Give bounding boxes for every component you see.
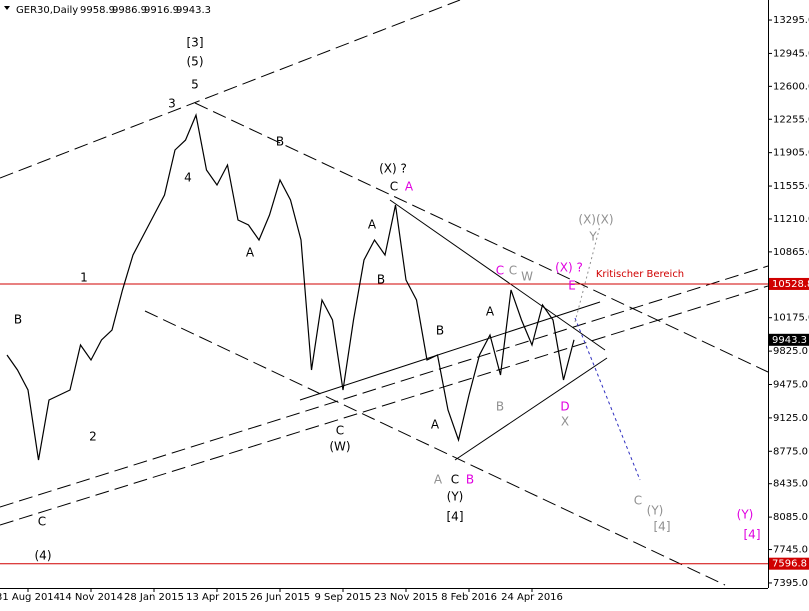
wave-label: A (246, 246, 255, 260)
zone-label: Kritischer Bereich (596, 269, 684, 280)
wave-label: W (521, 270, 533, 284)
x-tick-label: 24 Apr 2016 (501, 592, 563, 603)
wave-label: (X)(X) (578, 213, 613, 227)
wave-label: B (466, 473, 474, 487)
x-tick-label: 26 Jun 2015 (250, 592, 310, 603)
wave-label: (Y) (447, 490, 464, 504)
wave-label: E (568, 279, 576, 293)
wave-label: 5 (191, 78, 199, 92)
trend-line (389, 199, 606, 351)
ohlc-value: 9943.3 (176, 5, 211, 16)
wave-label: B (496, 400, 504, 414)
wave-label: 2 (89, 430, 97, 444)
header-icon (4, 6, 10, 10)
wave-label: (W) (329, 440, 350, 454)
projection-line (574, 317, 641, 481)
wave-label: B (276, 135, 284, 149)
wave-label: (5) (187, 55, 204, 69)
wave-label: B (377, 273, 385, 287)
y-tick-label: 12255.0 (773, 114, 809, 125)
wave-label: C (390, 180, 398, 194)
y-tick-label: 7745.0 (773, 545, 808, 556)
projection-line (574, 225, 601, 323)
ohlc-value: 9916.9 (144, 5, 179, 16)
price-line (6, 113, 575, 461)
level-label: 10528.8 (772, 279, 809, 290)
wave-label: A (434, 473, 443, 487)
wave-label: A (486, 305, 495, 319)
y-tick-label: 13295.0 (773, 15, 809, 26)
trend-line (194, 102, 769, 373)
wave-label: (4) (35, 549, 52, 563)
trend-lines (0, 0, 769, 586)
wave-label: 3 (168, 97, 176, 111)
x-tick-label: 14 Nov 2014 (59, 592, 123, 603)
symbol-title: GER30,Daily (16, 5, 78, 16)
wave-label: C (336, 424, 344, 438)
wave-label: A (431, 418, 440, 432)
level-box (769, 277, 809, 290)
wave-label: (X) ? (555, 261, 583, 275)
wave-label: B (14, 313, 22, 327)
wave-label: D (560, 400, 569, 414)
level-box (769, 557, 809, 570)
wave-label: 4 (184, 171, 192, 185)
trend-line (0, 285, 769, 526)
ohlc-value: 9958.9 (80, 5, 115, 16)
y-tick-label: 8085.0 (773, 512, 808, 523)
wave-label: X (561, 415, 569, 429)
trend-line (0, 0, 461, 179)
wave-label: [4] (447, 510, 464, 524)
ohlc-value: 9986.9 (112, 5, 147, 16)
x-tick-label: 8 Feb 2016 (441, 592, 497, 603)
y-tick-label: 7395.0 (773, 578, 808, 589)
wave-label: A (368, 218, 377, 232)
wave-label: (Y) (647, 504, 664, 518)
wave-label: [4] (744, 528, 761, 542)
x-tick-label: 13 Apr 2015 (186, 592, 248, 603)
x-tick-label: 31 Aug 2014 (0, 592, 60, 603)
wave-label: C (496, 264, 504, 278)
x-tick-label: 28 Jan 2015 (124, 592, 184, 603)
wave-label: Y (588, 230, 597, 244)
y-tick-label: 9825.0 (773, 346, 808, 357)
wave-label: B (436, 324, 444, 338)
y-tick-label: 9475.0 (773, 379, 808, 390)
y-tick-label: 11210.0 (773, 214, 809, 225)
y-tick-label: 10865.0 (773, 247, 809, 258)
trend-line (454, 357, 608, 461)
wave-label: (Y) (737, 508, 754, 522)
last-price-label: 9943.3 (772, 335, 807, 346)
wave-label: (X) ? (379, 162, 407, 176)
last-price-box (769, 333, 809, 346)
x-tick-label: 9 Sep 2015 (314, 592, 371, 603)
wave-label: C (634, 494, 642, 508)
y-tick-label: 8775.0 (773, 446, 808, 457)
trend-line (144, 310, 726, 586)
wave-label: 1 (80, 271, 88, 285)
y-tick-label: 10175.0 (773, 313, 809, 324)
wave-label: C (509, 264, 517, 278)
y-tick-label: 12945.0 (773, 48, 809, 59)
y-tick-label: 9125.0 (773, 413, 808, 424)
y-tick-label: 8435.0 (773, 479, 808, 490)
x-tick-label: 23 Nov 2015 (374, 592, 438, 603)
y-tick-label: 11555.0 (773, 181, 809, 192)
wave-label: A (405, 180, 414, 194)
wave-label: [4] (654, 520, 671, 534)
trend-line (299, 301, 601, 401)
y-tick-label: 11905.0 (773, 148, 809, 159)
wave-label: C (451, 473, 459, 487)
wave-label: [3] (187, 36, 204, 50)
level-label: 7596.8 (772, 559, 807, 570)
y-tick-label: 12600.0 (773, 81, 809, 92)
trend-line (0, 265, 769, 508)
wave-label: C (38, 515, 46, 529)
